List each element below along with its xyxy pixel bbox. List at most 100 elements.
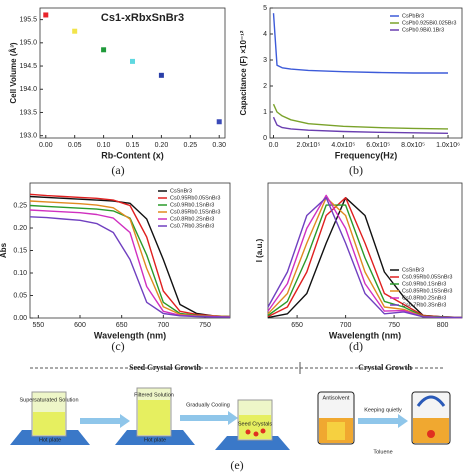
legend-label: Cs0.8Rb0.2SnBr3 <box>402 295 446 301</box>
point <box>72 28 78 34</box>
x-tick-label: 6.0x10⁵ <box>366 142 390 149</box>
series-line <box>272 116 449 134</box>
x-tick-label: 0.05 <box>68 142 82 149</box>
y-tick-label: 0 <box>263 135 267 142</box>
legend-label: CsPb0.9Bi0.1Br3 <box>402 27 444 33</box>
y-tick-label: 4 <box>263 31 267 38</box>
x-tick-label: 700 <box>340 322 352 329</box>
label: Seed Crystals <box>238 421 272 427</box>
x-tick-label: 700 <box>157 322 169 329</box>
y-tick-label: 0.20 <box>13 225 27 232</box>
y-axis-label: Cell Volume (Å³) <box>9 42 18 104</box>
x-tick-label: 8.0x10⁵ <box>401 142 425 149</box>
legend-label: Cs0.85Rb0.15SnBr3 <box>170 209 220 215</box>
y-tick-label: 194.0 <box>19 86 37 93</box>
legend-label: Cs0.95Rb0.05SnBr3 <box>170 195 220 201</box>
x-axis-label: Wavelength (nm) <box>329 330 401 340</box>
seed <box>253 431 259 437</box>
label: Antisolvent <box>323 395 350 401</box>
caption: (c) <box>111 339 124 353</box>
seed <box>245 429 251 435</box>
y-tick-label: 0.10 <box>13 270 27 277</box>
legend-label: Cs0.9Rb0.1SnBr3 <box>402 281 446 287</box>
hot-plate <box>115 430 195 445</box>
y-tick-label: 193.5 <box>19 109 37 116</box>
legend-label: Cs0.7Rb0.3SnBr3 <box>170 223 214 229</box>
y-tick-label: 2 <box>263 83 267 90</box>
series-line <box>29 216 230 318</box>
y-tick-label: 195.0 <box>19 40 37 47</box>
x-tick-label: 1.0x10⁶ <box>436 142 460 149</box>
legend-label: Cs0.95Rb0.05SnBr3 <box>402 274 452 280</box>
point <box>101 47 107 53</box>
series-line <box>29 193 231 318</box>
x-tick-label: 650 <box>116 322 128 329</box>
arrow <box>180 411 238 425</box>
caption: (d) <box>349 339 363 353</box>
x-tick-label: 4.0x10⁵ <box>331 142 355 149</box>
y-axis-label: Abs <box>0 242 8 258</box>
label: Keeping quietly <box>364 407 402 413</box>
point <box>158 72 164 78</box>
legend-label: CsPbBr3 <box>402 13 424 19</box>
x-tick-label: 0.20 <box>155 142 169 149</box>
x-tick-label: 0.0 <box>269 142 279 149</box>
x-axis-label: Frequency(Hz) <box>335 150 398 160</box>
legend-label: Cs0.9Rb0.1SnBr3 <box>170 202 214 208</box>
x-tick-label: 550 <box>32 322 44 329</box>
vapor-arrow <box>416 395 446 407</box>
process-diagram: Seed Crystal Growth Crystal Growth Super… <box>10 362 451 455</box>
x-tick-label: 0.30 <box>212 142 226 149</box>
legend-label: CsSnBr3 <box>402 267 424 273</box>
x-tick-label: 750 <box>388 322 400 329</box>
y-tick-label: 193.0 <box>19 133 37 140</box>
legend-label: CsSnBr3 <box>170 188 192 194</box>
y-tick-label: 194.5 <box>19 63 37 70</box>
x-tick-label: 0.00 <box>39 142 53 149</box>
y-tick-label: 0.05 <box>13 292 27 299</box>
caption: (b) <box>349 163 363 177</box>
x-tick-label: 0.15 <box>126 142 140 149</box>
series-line <box>267 197 463 319</box>
x-axis-label: Wavelength (nm) <box>94 330 166 340</box>
hot-plate <box>10 430 90 445</box>
label: Supersaturated Solution <box>19 397 78 403</box>
plot-frame <box>267 182 463 319</box>
x-tick-label: 650 <box>291 322 303 329</box>
y-tick-label: 0.00 <box>13 315 27 322</box>
stage-label: Crystal Growth <box>358 363 412 372</box>
arrow <box>358 414 408 428</box>
solution <box>33 412 65 435</box>
legend-label: CsPb0.925Bi0.025Br3 <box>402 20 456 26</box>
point <box>130 58 135 64</box>
x-tick-label: 800 <box>437 322 449 329</box>
x-axis-label: Rb-Content (x) <box>101 150 164 160</box>
caption: (e) <box>230 458 243 472</box>
crystal <box>427 430 435 438</box>
y-tick-label: 0.15 <box>13 247 27 254</box>
label: Hot plate <box>144 437 166 443</box>
legend-label: Cs0.7Rb0.3SnBr3 <box>402 302 446 308</box>
series-line <box>272 103 449 130</box>
series-line <box>29 195 231 318</box>
y-tick-label: 3 <box>263 57 267 64</box>
y-tick-label: 0.25 <box>13 202 27 209</box>
y-axis-label: I (a.u.) <box>255 238 264 262</box>
legend-label: Cs0.8Rb0.2SnBr3 <box>170 216 214 222</box>
point <box>43 12 49 18</box>
plot-frame <box>269 7 463 139</box>
stage-label: Seed Crystal Growth <box>129 363 201 372</box>
legend-label: Cs0.85Rb0.15SnBr3 <box>402 288 452 294</box>
solution <box>138 400 170 435</box>
label: Gradually Cooling <box>186 402 230 408</box>
vial <box>327 422 345 440</box>
point <box>216 119 222 125</box>
chart-title: Cs1-xRbxSnBr3 <box>101 12 184 24</box>
arrow <box>80 414 130 428</box>
label: Filtered Solution <box>134 392 174 398</box>
x-tick-label: 2.0x10⁵ <box>296 142 320 149</box>
x-tick-label: 600 <box>74 322 86 329</box>
label: Toluene <box>373 449 392 455</box>
x-tick-label: 0.25 <box>184 142 198 149</box>
